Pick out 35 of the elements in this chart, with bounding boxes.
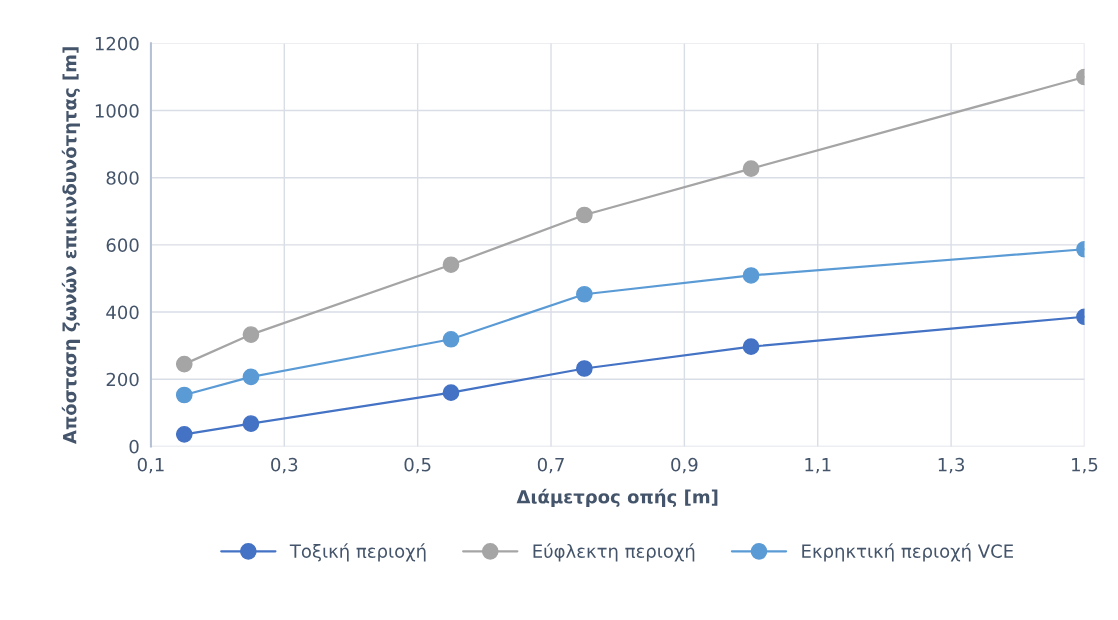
point — [576, 360, 593, 377]
point — [242, 326, 260, 343]
point — [442, 384, 460, 402]
point — [576, 206, 593, 224]
y-axis-title: Απόσταση ζωνών επικινδυνότητας [m] — [61, 47, 80, 444]
x-tick-label: 0,3 — [271, 457, 298, 474]
point — [442, 256, 460, 274]
x-tick-label: 1,5 — [1072, 458, 1098, 474]
x-tick-label: 0,7 — [537, 457, 564, 474]
x-tick-label: 0,1 — [137, 457, 164, 474]
x-tick-label: 0,5 — [404, 457, 431, 474]
point — [442, 330, 460, 348]
y-tick-label: 0 — [129, 439, 139, 454]
x-tick-label: 1,1 — [805, 458, 831, 474]
y-tick-label: 600 — [106, 238, 139, 253]
point — [742, 338, 760, 355]
y-tick-label: 1200 — [95, 36, 139, 51]
point — [175, 386, 193, 404]
x-axis-title: Διάμετρος οπής [m] — [516, 488, 718, 508]
point — [576, 285, 593, 303]
y-tick-label: 400 — [106, 305, 139, 320]
legend-label: Εκρηκτική περιοχή VCE — [802, 543, 1013, 562]
legend-label: Εύφλεκτη περιοχή — [533, 543, 695, 562]
point — [242, 415, 260, 432]
x-tick-label: 1,3 — [938, 457, 965, 474]
point — [175, 355, 193, 373]
x-tick-label: 0,9 — [671, 457, 698, 474]
point — [242, 368, 260, 386]
point — [742, 267, 760, 284]
point — [175, 425, 193, 443]
point — [742, 160, 760, 177]
y-tick-label: 200 — [106, 372, 139, 387]
y-tick-label: 1000 — [95, 104, 139, 118]
y-tick-label: 800 — [106, 171, 139, 185]
legend-label: Τοξική περιοχή — [289, 543, 426, 562]
